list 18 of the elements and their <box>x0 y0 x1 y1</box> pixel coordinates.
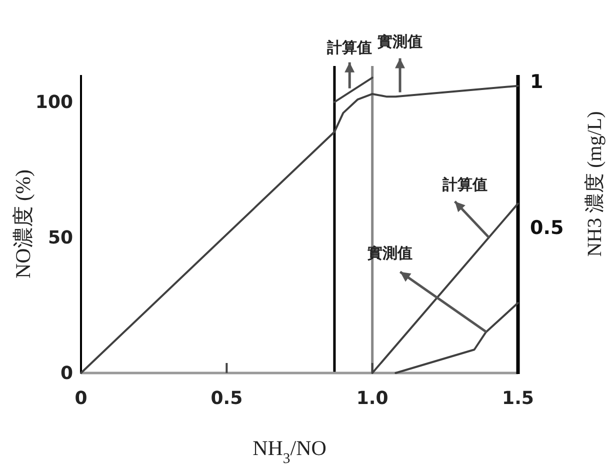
text: 實測值 <box>378 33 423 50</box>
x-tick-label: 0 <box>74 388 88 409</box>
y2-axis-title: NH3 濃度 (mg/L) <box>584 111 606 257</box>
y-tick-label: 100 <box>35 92 73 114</box>
y-tick-label: 50 <box>48 228 73 249</box>
x-tick-label: 1.5 <box>502 388 534 409</box>
series-label: 計算值 <box>441 176 488 194</box>
y-tick-label: 0 <box>60 363 73 384</box>
x-tick-label: 0.5 <box>210 388 243 409</box>
x-tick-label: 1.0 <box>356 388 388 409</box>
y2-tick-label: 0.5 <box>530 216 564 239</box>
line-series <box>80 84 519 374</box>
y-axis-title: NO濃度 (%) <box>11 169 35 279</box>
series-label: 計算值 <box>326 39 372 56</box>
x-axis-title: NH$_{3}$/NO <box>252 436 326 467</box>
line-series <box>394 302 519 374</box>
y2-tick-label: 1 <box>530 70 544 93</box>
text: 實測值 <box>368 244 413 262</box>
